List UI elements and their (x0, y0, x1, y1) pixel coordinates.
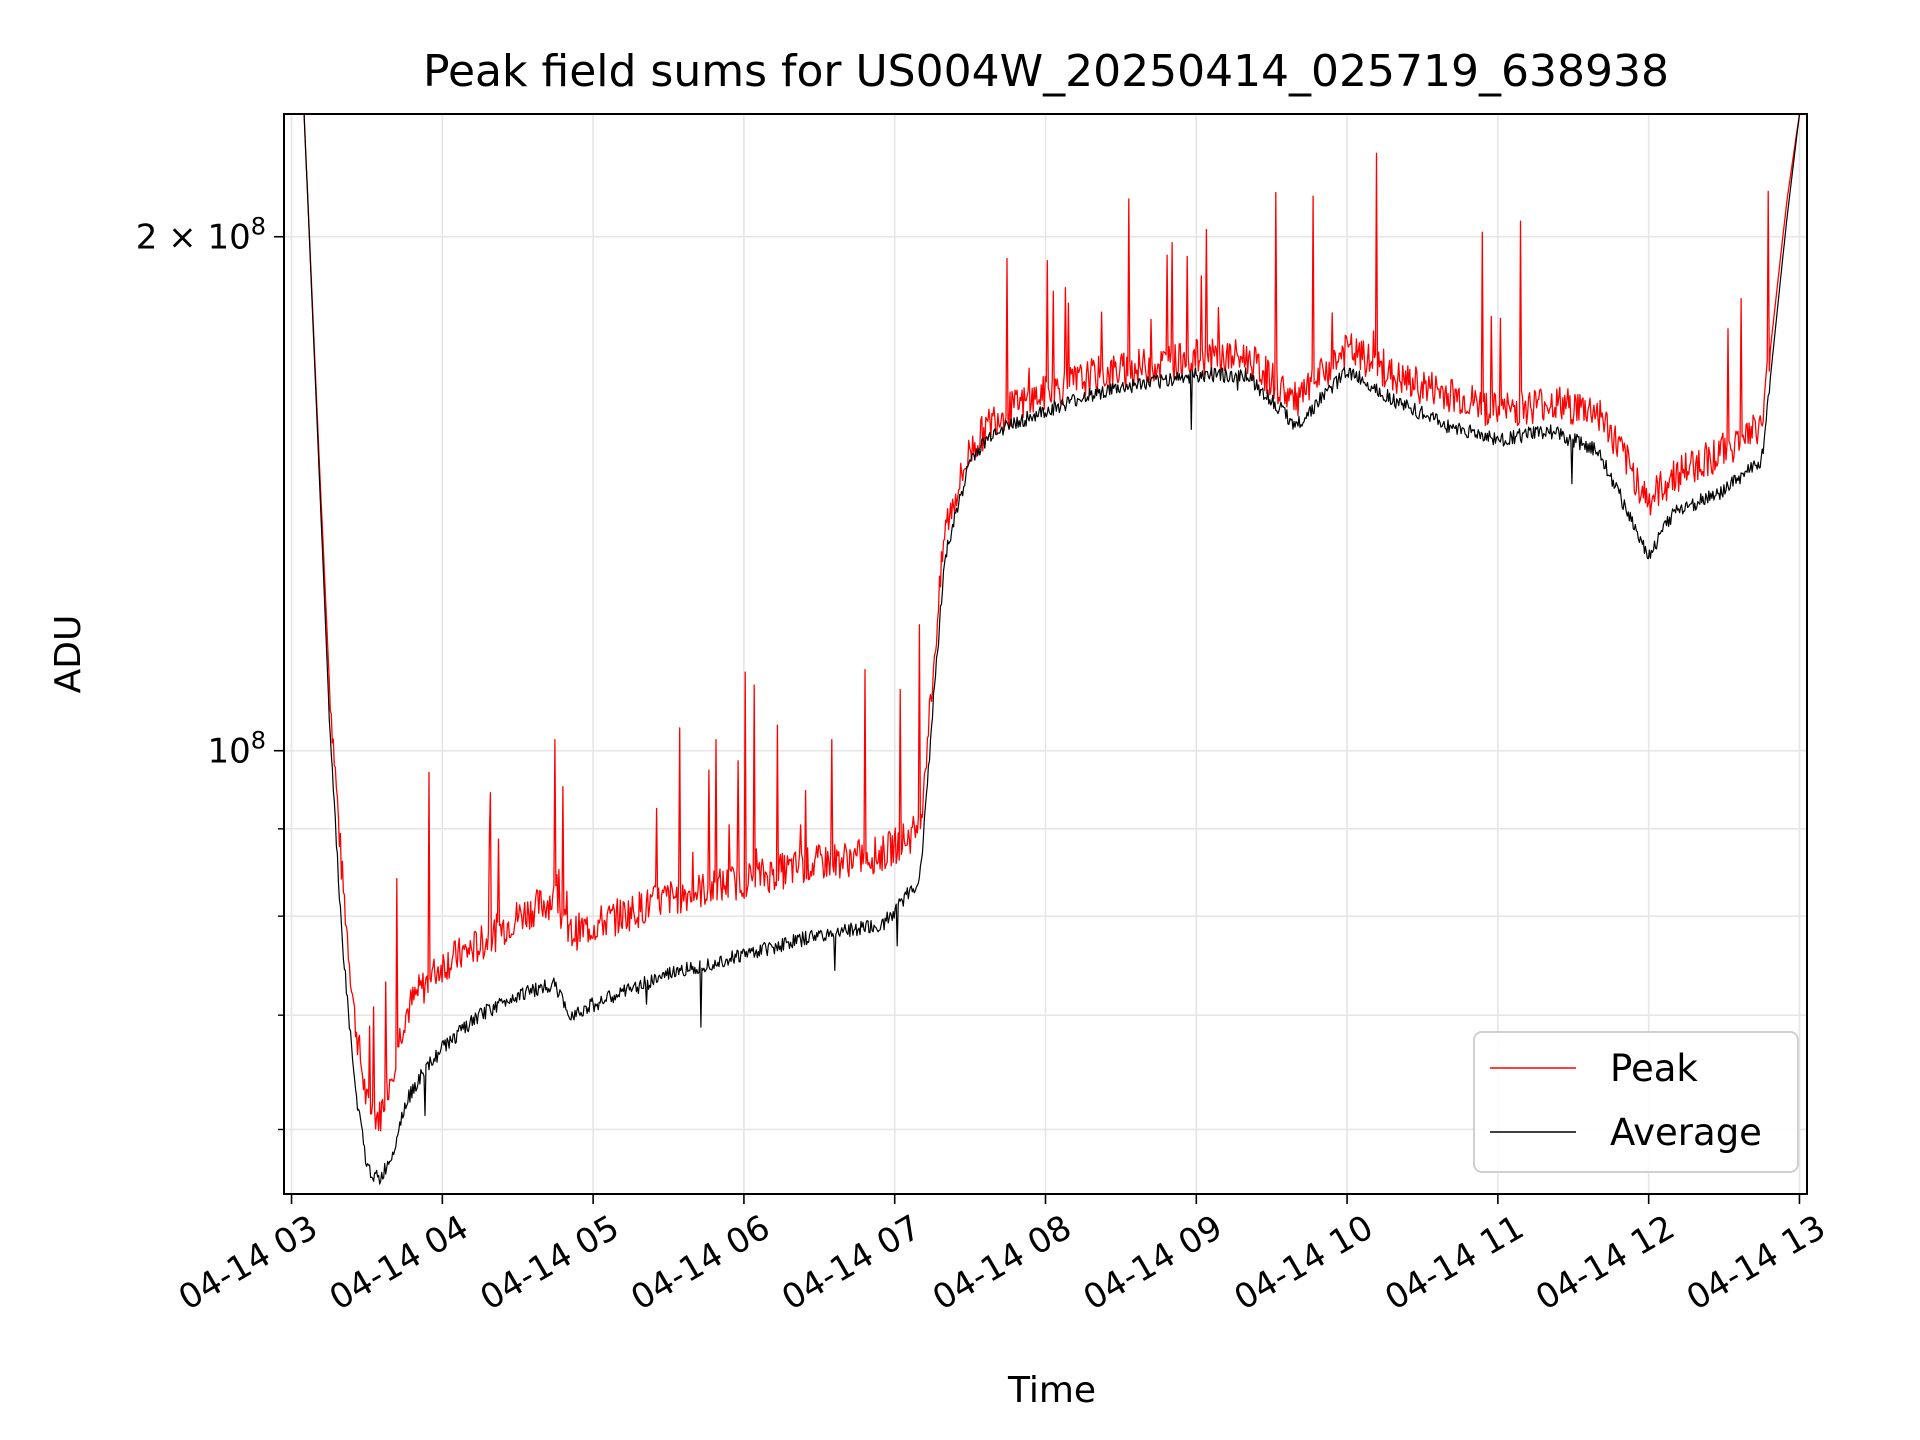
y-tick-label: 2 × 108 (136, 213, 266, 258)
grid (284, 114, 1807, 1194)
series-line-average (289, 114, 1801, 1185)
y-axis-title: ADU (48, 615, 89, 694)
legend: Peak Average (1473, 1031, 1799, 1173)
y-tick-label: 108 (207, 727, 266, 772)
legend-label-peak: Peak (1610, 1047, 1698, 1090)
series-line-peak (289, 114, 1801, 1132)
chart-title: Peak field sums for US004W_20250414_0257… (423, 46, 1669, 97)
legend-box (1473, 1031, 1799, 1173)
x-axis-title: Time (1007, 1370, 1096, 1411)
series-layer (289, 114, 1801, 1185)
plot-area (289, 114, 1801, 1185)
y-axis: 2 × 108 108 (136, 213, 284, 1131)
legend-label-average: Average (1610, 1111, 1762, 1154)
